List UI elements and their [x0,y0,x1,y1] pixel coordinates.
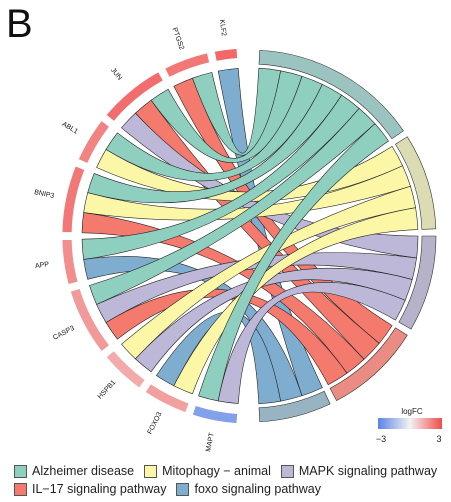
gene-label: MAPT [205,431,216,452]
pathway-sector [329,327,408,402]
colorbar-title: logFC [401,407,423,416]
chord-link [198,123,389,402]
gene-sector [77,119,111,164]
legend-row-1: Alzheimer disease Mitophagy − animal MAP… [14,462,449,480]
legend-item-mapk: MAPK signaling pathway [280,462,438,480]
colorbar-max-label: 3 [436,434,441,444]
chord-link [217,282,406,404]
gene-sector [61,165,86,233]
legend-item-il17: IL−17 signaling pathway [14,480,166,498]
gene-label: KLF2 [218,19,227,37]
chord-link [105,288,348,386]
gene-sector [61,239,79,285]
legend-label: Alzheimer disease [32,464,135,478]
colorbar-gradient [378,418,442,429]
gene-sector [69,287,111,353]
legend-label: Mitophagy − animal [162,464,271,478]
gene-label: APP [35,261,50,270]
pathway-sector [395,136,437,230]
gene-sector [213,48,239,62]
legend: Alzheimer disease Mitophagy − animal MAP… [14,462,449,498]
gene-label: BNIP3 [34,189,55,200]
legend-swatch [176,482,190,496]
legend-item-foxo: foxo signaling pathway [176,480,321,498]
gene-label: CASP3 [52,325,76,342]
sector-layer [61,48,437,424]
legend-swatch [14,464,27,478]
legend-label: MAPK signaling pathway [298,464,438,478]
pathway-sector [398,235,437,330]
gene-sector [144,383,190,414]
legend-item-mitophagy: Mitophagy − animal [144,462,271,480]
legend-item-alzheimer: Alzheimer disease [14,462,134,480]
chord-diagram: KLF2 PTGS2 JUN ABL1 BNIP3 APP CASP3 HSPB1 FOXO3 M… [34,19,442,452]
legend-row-2: IL−17 signaling pathway foxo signaling p… [14,480,449,498]
gene-sector [105,350,146,389]
pathway-sector [258,390,331,423]
links-layer [81,67,419,405]
legend-label: foxo signaling pathway [194,482,321,496]
gene-label: JUN [109,67,123,82]
colorbar: logFC −3 3 [376,407,442,444]
gene-label: FOXO3 [147,411,164,435]
gene-sector [105,71,164,122]
legend-swatch [280,464,294,478]
panel-label: B [6,2,33,46]
gene-label: HSPB1 [97,379,118,401]
legend-label: IL−17 signaling pathway [32,482,167,496]
legend-swatch [14,482,27,496]
colorbar-min-label: −3 [376,434,386,444]
gene-label: PTGS2 [171,27,185,51]
gene-sector [191,404,239,424]
gene-sector [164,52,211,78]
legend-swatch [144,464,158,478]
pathway-sector [258,49,404,140]
gene-label: ABL1 [61,121,79,136]
